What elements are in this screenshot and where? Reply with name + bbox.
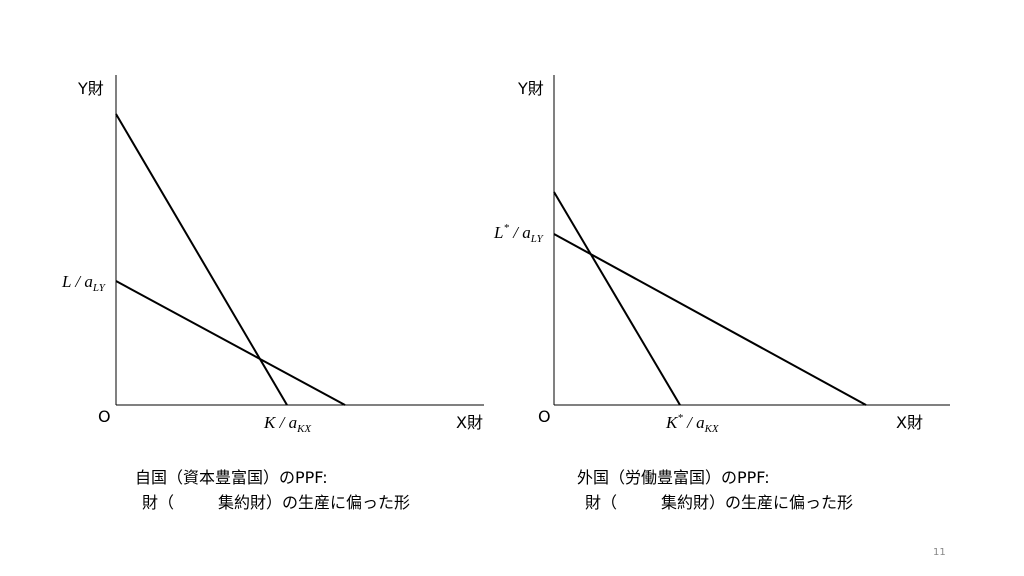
y-intercept-label: L* / aLY [493, 222, 545, 245]
page-number: 11 [933, 547, 946, 558]
sub: KX [704, 423, 720, 435]
caption: 財（ [142, 493, 174, 512]
x-axis-label: X財 [456, 413, 483, 432]
ppf-line [115, 280, 346, 406]
sep: / a [683, 413, 705, 432]
caption: 外国（労働豊富国）のPPF: [577, 468, 770, 487]
caption: 集約財）の生産に偏った形 [218, 493, 410, 512]
sub: KX [296, 423, 312, 435]
x-axis-label: X財 [896, 413, 923, 432]
sep: / a [275, 413, 297, 432]
origin-label: O [98, 407, 111, 426]
caption: 財（ [585, 493, 617, 512]
origin-label: O [538, 407, 551, 426]
var: K [263, 413, 277, 432]
y-axis-label: Y財 [517, 79, 544, 98]
y-axis-label: Y財 [77, 79, 104, 98]
ppf-line [115, 113, 288, 406]
x-intercept-label: K* / aKX [665, 412, 720, 435]
var: K [665, 413, 679, 432]
x-intercept-label: K / aKX [263, 413, 312, 435]
star: * [503, 222, 509, 234]
panel-foreign: Y財 O X財 L* / aLY K* / aKX 外国（労働豊富国）のPPF:… [493, 75, 950, 512]
caption: 自国（資本豊富国）のPPF: [135, 468, 328, 487]
sub: LY [92, 282, 107, 294]
caption: 集約財）の生産に偏った形 [661, 493, 853, 512]
ppf-line [553, 233, 867, 406]
sep: / a [71, 272, 93, 291]
var: L [493, 223, 503, 242]
var: L [61, 272, 71, 291]
ppf-line [553, 191, 681, 406]
panel-home: Y財 O X財 L / aLY K / aKX 自国（資本豊富国）のPPF: 財… [61, 75, 484, 512]
y-intercept-label: L / aLY [61, 272, 107, 294]
sep: / a [509, 223, 531, 242]
sub: LY [530, 233, 545, 245]
star: * [677, 412, 683, 424]
